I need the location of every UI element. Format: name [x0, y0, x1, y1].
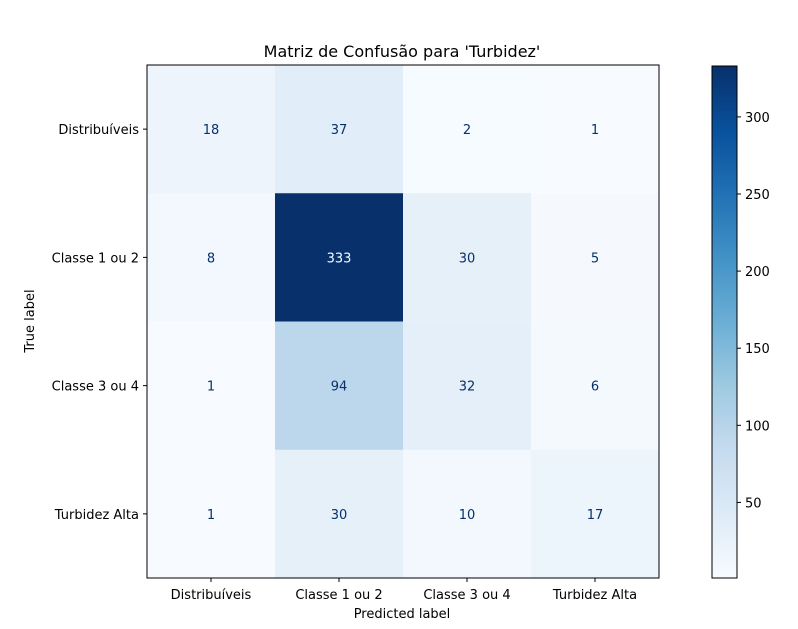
colorbar-tick-label: 300 [745, 111, 770, 126]
cell-value-label: 2 [463, 123, 471, 138]
cell-value-label: 30 [331, 508, 348, 523]
cell-value-label: 8 [207, 251, 215, 266]
cell-value-label: 1 [591, 123, 599, 138]
heatmap-cell [275, 449, 404, 579]
y-tick-label: Distribuíveis [58, 123, 139, 138]
cell-value-label: 1 [207, 508, 215, 523]
heatmap-cells: 18 37 2 18 333 30 51 94 32 61 30 10 17 [147, 65, 660, 579]
cell-value-label: 37 [331, 123, 348, 138]
cell-value-label: 32 [459, 380, 476, 395]
x-tick-label: Classe 1 ou 2 [295, 588, 382, 603]
heatmap-cell [275, 193, 404, 322]
y-axis-label: True label [23, 289, 38, 353]
colorbar-tick-label: 250 [745, 188, 770, 203]
cell-value-label: 5 [591, 251, 599, 266]
cell-value-label: 17 [587, 508, 604, 523]
heatmap-cell [275, 321, 404, 451]
colorbar [711, 65, 738, 579]
cell-value-label: 10 [459, 508, 476, 523]
heatmap-cell [403, 449, 532, 579]
colorbar-tick-label: 150 [745, 342, 770, 357]
heatmap-cell [531, 65, 660, 194]
heatmap-cell [403, 193, 532, 322]
heatmap-cell [147, 321, 276, 451]
heatmap-cell [275, 65, 404, 194]
heatmap-cell [147, 449, 276, 579]
x-axis-ticks: Distribuíveis Classe 1 ou 2 Classe 3 ou 4 T… [171, 578, 637, 603]
chart-title: Matriz de Confusão para 'Turbidez' [264, 42, 541, 61]
cell-value-label: 1 [207, 380, 215, 395]
colorbar-tick-label: 50 [745, 496, 762, 511]
cell-value-label: 94 [331, 380, 348, 395]
heatmap-cell [147, 65, 276, 194]
cell-value-label: 18 [203, 123, 220, 138]
x-axis-label: Predicted label [354, 607, 451, 622]
heatmap-cell [531, 321, 660, 451]
x-tick-label: Classe 3 ou 4 [423, 588, 510, 603]
x-tick-label: Turbidez Alta [552, 588, 637, 603]
x-tick-label: Distribuíveis [171, 588, 252, 603]
heatmap-cell [403, 65, 532, 194]
colorbar-tick-label: 200 [745, 265, 770, 280]
y-tick-label: Classe 1 ou 2 [52, 251, 139, 266]
colorbar-ticks: 50 100 150 200 250 300 [737, 111, 770, 511]
y-tick-label: Turbidez Alta [54, 508, 139, 523]
colorbar-tick-label: 100 [745, 419, 770, 434]
heatmap-cell [531, 449, 660, 579]
y-tick-label: Classe 3 ou 4 [52, 380, 139, 395]
cell-value-label: 6 [591, 380, 599, 395]
heatmap-cell [403, 321, 532, 451]
y-axis-ticks: Distribuíveis Classe 1 ou 2 Classe 3 ou 4 T… [52, 123, 147, 523]
plot-frame [146, 64, 660, 579]
heatmap-cell [531, 193, 660, 322]
cell-value-label: 333 [327, 251, 352, 266]
heatmap-cell [147, 193, 276, 322]
cell-value-label: 30 [459, 251, 476, 266]
